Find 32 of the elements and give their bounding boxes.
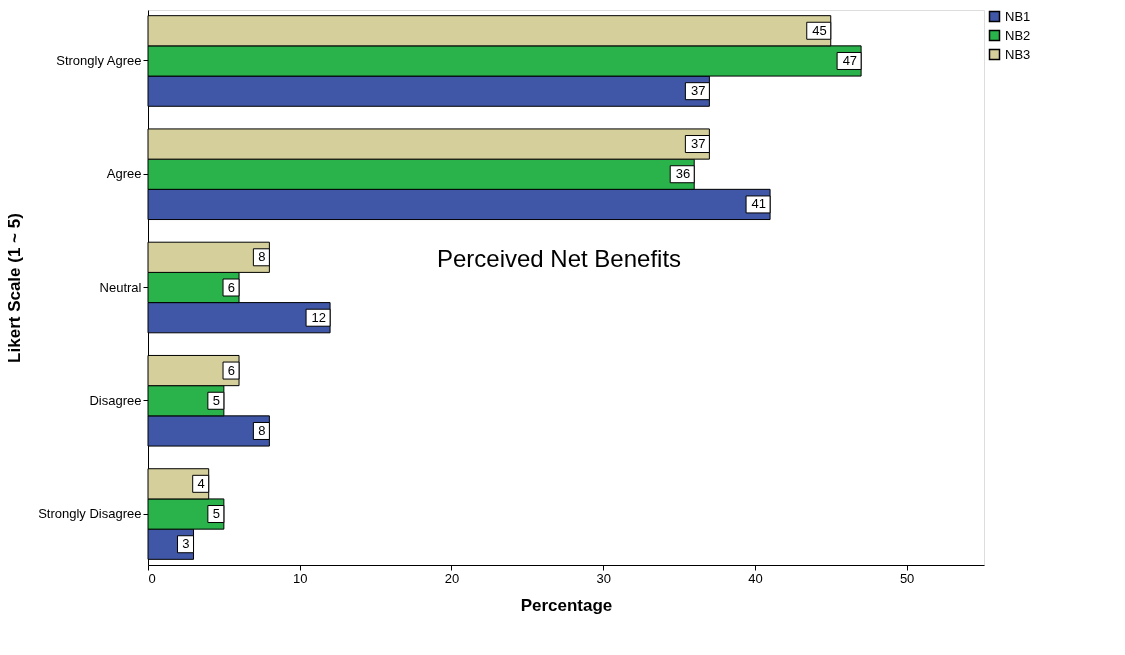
x-tick-label: 40 xyxy=(748,570,763,586)
text: Perceived Net Benefits xyxy=(436,245,682,272)
y-tick-label: Agree xyxy=(106,166,142,182)
x-tick-label: 50 xyxy=(899,570,915,586)
data-label: 45 xyxy=(812,22,827,38)
data-label: 8 xyxy=(258,249,266,265)
y-tick-label: Strongly Disagree xyxy=(38,506,142,522)
data-label: 47 xyxy=(842,52,858,68)
y-tick-label: Neutral xyxy=(99,279,142,295)
data-label: 5 xyxy=(212,506,220,522)
x-tick-label: 30 xyxy=(596,570,611,586)
legend-label: NB1 xyxy=(1005,8,1031,24)
data-label: 6 xyxy=(227,362,236,378)
x-tick-label: 20 xyxy=(444,570,460,586)
data-label: 4 xyxy=(197,475,205,491)
y-tick-label: Disagree xyxy=(89,392,142,408)
data-label: 36 xyxy=(675,166,691,182)
y-axis-title: Likert Scale (1 ~ 5) xyxy=(5,213,25,363)
x-tick-label: 10 xyxy=(292,570,308,586)
data-label: 12 xyxy=(311,309,327,325)
data-label: 37 xyxy=(690,136,706,152)
data-label: 6 xyxy=(227,279,236,295)
x-tick-label: 0 xyxy=(148,570,156,586)
data-label: 37 xyxy=(690,83,706,99)
data-label: 41 xyxy=(751,196,767,212)
data-label: 5 xyxy=(212,392,220,408)
legend-label: NB3 xyxy=(1005,46,1031,62)
y-tick-label: Strongly Agree xyxy=(56,52,142,68)
x-axis-title: Percentage xyxy=(520,595,613,615)
data-label: 3 xyxy=(182,536,190,552)
legend-label: NB2 xyxy=(1005,27,1031,43)
data-label: 8 xyxy=(258,422,266,438)
